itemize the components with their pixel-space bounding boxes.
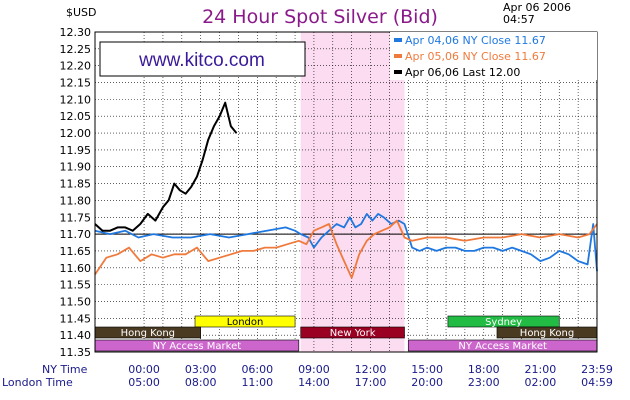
x-tick-label: 18:00 <box>468 363 500 376</box>
x-tick-label: 09:00 <box>298 363 330 376</box>
legend: Apr 04,06 NY Close 11.67 Apr 05,06 NY Clo… <box>390 32 597 80</box>
y-tick-label: 11.50 <box>60 295 92 308</box>
y-tick-label: 11.80 <box>60 194 92 207</box>
x-axis-labels: NY Time 00:00 03:00 06:00 09:00 12:00 15:00 18:… <box>2 363 613 389</box>
x-tick-label: 17:00 <box>355 376 387 389</box>
y-tick-label: 11.95 <box>60 144 92 157</box>
y-tick-label: 11.70 <box>60 228 92 241</box>
legend-entry: Apr 04,06 NY Close 11.67 <box>405 34 546 47</box>
timestamp-date: Apr 06 2006 <box>503 1 572 14</box>
legend-swatch <box>394 38 402 42</box>
x-axis-row-label: NY Time <box>42 363 88 376</box>
market-label: Hong Kong <box>121 328 175 339</box>
x-tick-label: 15:00 <box>411 363 443 376</box>
x-tick-label: 04:59 <box>581 376 613 389</box>
y-tick-label: 11.85 <box>60 178 92 191</box>
market-label: London <box>227 317 264 328</box>
y-tick-label: 12.10 <box>60 93 92 106</box>
x-tick-label: 21:00 <box>525 363 557 376</box>
price-series <box>94 101 598 279</box>
x-tick-label: 08:00 <box>185 376 217 389</box>
x-tick-label: 05:00 <box>128 376 160 389</box>
y-tick-label: 12.05 <box>60 110 92 123</box>
unit-label: $USD <box>66 6 97 19</box>
market-label: NY Access Market <box>153 341 242 352</box>
y-tick-label: 12.30 <box>60 26 92 39</box>
x-tick-label: 00:00 <box>128 363 160 376</box>
market-label: NY Access Market <box>458 341 547 352</box>
y-tick-label: 11.55 <box>60 279 92 292</box>
legend-entry: Apr 06,06 Last 12.00 <box>405 66 520 79</box>
watermark-text: www.kitco.com <box>138 50 265 71</box>
y-tick-label: 12.15 <box>60 77 92 90</box>
x-tick-label: 20:00 <box>411 376 443 389</box>
y-tick-label: 12.00 <box>60 127 92 140</box>
timestamp: Apr 06 2006 04:57 <box>503 2 571 26</box>
x-tick-label: 02:00 <box>525 376 557 389</box>
kitco-watermark: www.kitco.com <box>99 41 306 77</box>
y-tick-label: 11.90 <box>60 161 92 174</box>
y-tick-label: 11.65 <box>60 245 92 258</box>
x-tick-label: 06:00 <box>241 363 273 376</box>
market-label: New York <box>330 328 376 339</box>
x-tick-label: 11:00 <box>241 376 273 389</box>
x-axis-row-label: London Time <box>2 376 73 389</box>
y-tick-label: 12.20 <box>60 60 92 73</box>
x-tick-label: 23:00 <box>468 376 500 389</box>
y-tick-label: 11.45 <box>60 312 92 325</box>
x-tick-label: 12:00 <box>355 363 387 376</box>
x-tick-label: 14:00 <box>298 376 330 389</box>
y-axis-ticks: 11.35 11.40 11.45 11.50 11.55 11.60 11.65 11.70… <box>60 26 92 359</box>
y-tick-label: 11.60 <box>60 262 92 275</box>
market-bar <box>194 315 296 328</box>
x-tick-label: 23:59 <box>581 363 613 376</box>
x-tick-label: 03:00 <box>185 363 217 376</box>
legend-swatch <box>394 70 402 74</box>
new-york-session-shading <box>300 32 405 352</box>
timestamp-time: 04:57 <box>503 13 535 26</box>
series-line-apr04 <box>94 212 598 272</box>
y-tick-label: 11.75 <box>60 211 92 224</box>
y-tick-label: 11.40 <box>60 329 92 342</box>
y-tick-label: 12.25 <box>60 43 92 56</box>
legend-entry: Apr 05,06 NY Close 11.67 <box>405 50 546 63</box>
chart-title: 24 Hour Spot Silver (Bid) <box>202 6 438 28</box>
legend-swatch <box>394 54 402 58</box>
series-line-apr05 <box>94 219 598 279</box>
market-label: Sydney <box>485 317 522 328</box>
market-bar <box>300 326 405 339</box>
series-line-apr06 <box>94 101 238 232</box>
y-tick-label: 11.35 <box>60 346 92 359</box>
market-label: Hong Kong <box>520 328 574 339</box>
plot-frame <box>94 31 598 353</box>
